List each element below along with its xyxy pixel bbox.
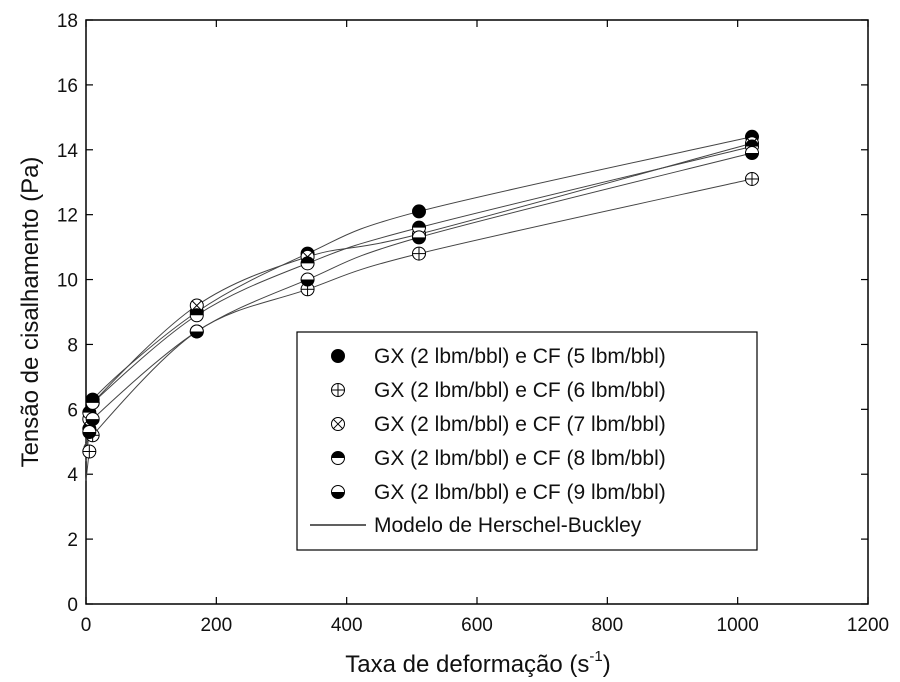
marker-half-fill — [745, 140, 759, 147]
marker-half-fill — [412, 237, 426, 244]
y-tick-label: 10 — [57, 271, 78, 292]
y-tick-label: 16 — [57, 76, 78, 97]
y-tick-label: 12 — [57, 206, 78, 227]
marker-half-fill — [82, 432, 96, 439]
x-tick-label: 400 — [331, 615, 363, 636]
marker-half-fill — [86, 419, 100, 426]
marker-half-fill — [190, 308, 204, 316]
x-axis-label: Taxa de deformação (s-1) — [345, 648, 610, 678]
data-point — [189, 308, 204, 323]
legend-marker — [331, 451, 345, 465]
axis-ticks — [85, 19, 869, 605]
marker-half-fill — [331, 451, 345, 458]
data-point — [189, 298, 204, 313]
data-point — [82, 425, 97, 440]
data-point — [412, 230, 427, 245]
legend-series-label: GX (2 lbm/bbl) e CF (7 lbm/bbl) — [374, 413, 666, 436]
legend: GX (2 lbm/bbl) e CF (5 lbm/bbl) GX (2 lbm… — [296, 331, 758, 551]
y-tick-label: 4 — [67, 465, 78, 486]
marker-half-fill — [301, 279, 315, 287]
marker-half-fill — [412, 221, 426, 228]
x-axis-label-superscript: -1 — [589, 648, 602, 665]
data-point — [82, 444, 97, 459]
data-point — [300, 256, 315, 271]
marker-filled-circle — [412, 204, 427, 219]
y-axis-label: Tensão de cisalhamento (Pa) — [17, 157, 44, 468]
marker-half-fill — [745, 153, 759, 160]
y-tick-label: 2 — [67, 530, 78, 551]
legend-marker — [331, 417, 345, 431]
y-tick-label: 6 — [67, 400, 78, 421]
y-tick-label: 14 — [57, 141, 79, 162]
data-point — [300, 272, 315, 287]
x-axis-label-close: ) — [603, 651, 611, 678]
legend-series-label: GX (2 lbm/bbl) e CF (6 lbm/bbl) — [374, 379, 666, 402]
x-tick-label: 600 — [461, 615, 493, 636]
data-point — [412, 246, 427, 261]
legend-marker — [331, 383, 345, 397]
data-point — [412, 204, 427, 219]
x-tick-label: 800 — [591, 615, 623, 636]
legend-series-label: GX (2 lbm/bbl) e CF (9 lbm/bbl) — [374, 481, 666, 504]
y-tick-label: 18 — [57, 11, 78, 32]
legend-marker — [331, 349, 345, 363]
x-tick-label: 1200 — [847, 615, 889, 636]
marker-x-b — [191, 300, 202, 311]
data-point — [189, 324, 204, 339]
data-point — [745, 146, 760, 161]
x-tick-label: 0 — [81, 615, 92, 636]
axis-tick-labels: 0 200 400 600 800 1000 1200 0 2 4 6 8 10 12 14 16 18 — [57, 11, 889, 636]
legend-model-label: Modelo de Herschel-Buckley — [374, 514, 642, 537]
legend-series-label: GX (2 lbm/bbl) e CF (8 lbm/bbl) — [374, 447, 666, 470]
marker-half-fill — [301, 256, 315, 264]
marker-x-b — [333, 419, 343, 429]
x-tick-label: 200 — [200, 615, 232, 636]
marker-half-fill — [190, 331, 204, 338]
data-points — [82, 129, 760, 459]
marker-half-fill — [331, 492, 345, 499]
data-point — [745, 171, 760, 186]
y-tick-label: 0 — [67, 595, 78, 616]
data-point — [412, 220, 427, 235]
legend-series-label: GX (2 lbm/bbl) e CF (5 lbm/bbl) — [374, 345, 666, 368]
legend-marker — [331, 485, 345, 499]
marker-half-fill — [86, 396, 100, 403]
x-tick-label: 1000 — [717, 615, 759, 636]
data-point — [85, 412, 100, 427]
marker-filled-circle — [331, 349, 345, 363]
y-tick-label: 8 — [67, 335, 78, 356]
legend-box — [296, 331, 758, 551]
data-point — [85, 395, 100, 410]
